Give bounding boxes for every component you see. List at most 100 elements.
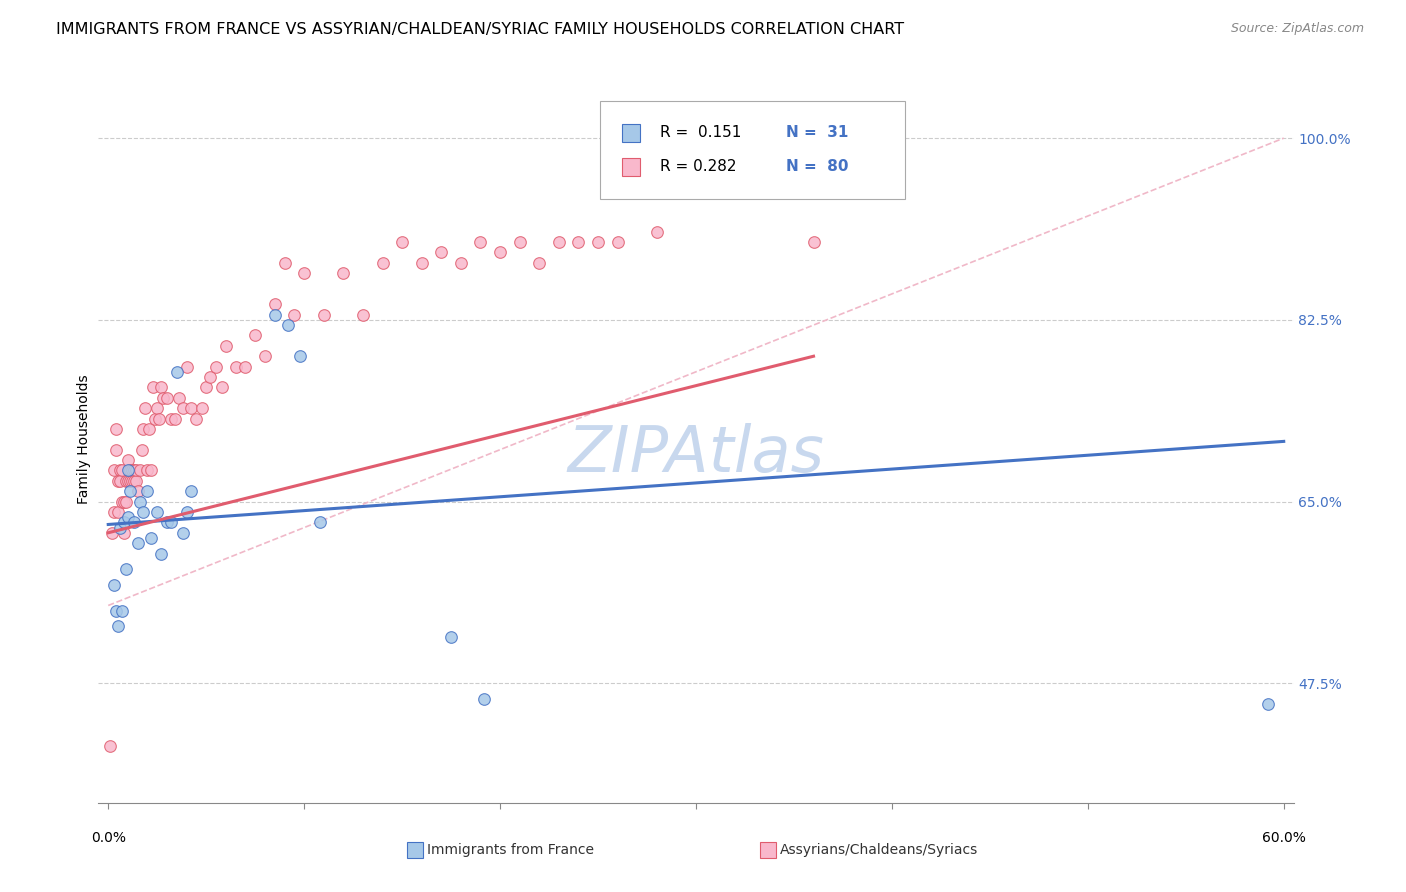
Point xyxy=(128,463,150,477)
Point xyxy=(156,391,179,405)
Point xyxy=(98,739,121,753)
Y-axis label: Family Households: Family Households xyxy=(77,375,91,504)
Point xyxy=(115,474,138,488)
Point xyxy=(117,453,139,467)
Point xyxy=(606,235,628,249)
Point xyxy=(176,359,198,374)
Point xyxy=(111,494,134,508)
Point xyxy=(105,604,128,618)
Point xyxy=(118,463,141,477)
Point xyxy=(117,463,139,477)
Point xyxy=(176,505,198,519)
Point xyxy=(124,463,146,477)
Point xyxy=(115,494,138,508)
Point xyxy=(146,401,169,416)
Point xyxy=(179,484,201,499)
Text: IMMIGRANTS FROM FRANCE VS ASSYRIAN/CHALDEAN/SYRIAC FAMILY HOUSEHOLDS CORRELATION: IMMIGRANTS FROM FRANCE VS ASSYRIAN/CHALD… xyxy=(56,22,904,37)
Point xyxy=(1257,697,1279,711)
Point xyxy=(103,505,125,519)
Point xyxy=(391,235,413,249)
Point xyxy=(142,380,165,394)
Text: N =  80: N = 80 xyxy=(786,159,848,174)
Point xyxy=(138,422,160,436)
Point xyxy=(107,474,129,488)
Point xyxy=(529,256,551,270)
Point xyxy=(645,225,668,239)
Point xyxy=(143,411,166,425)
Point xyxy=(803,235,825,249)
Point xyxy=(121,463,143,477)
Point xyxy=(117,474,139,488)
Point xyxy=(243,328,266,343)
Point xyxy=(156,516,179,530)
Point xyxy=(283,308,305,322)
Text: Assyrians/Chaldeans/Syriacs: Assyrians/Chaldeans/Syriacs xyxy=(779,843,979,857)
Point xyxy=(215,339,238,353)
Point xyxy=(118,484,141,499)
Point xyxy=(127,536,149,550)
Point xyxy=(121,474,143,488)
Point xyxy=(118,474,141,488)
Point xyxy=(127,484,149,499)
Point xyxy=(332,266,354,280)
Point xyxy=(225,359,247,374)
Point xyxy=(136,463,159,477)
Point xyxy=(198,370,221,384)
Text: Immigrants from France: Immigrants from France xyxy=(427,843,595,857)
Point xyxy=(122,474,145,488)
Point xyxy=(112,516,135,530)
Point xyxy=(131,442,153,457)
Point xyxy=(111,463,134,477)
Point xyxy=(371,256,394,270)
Text: Source: ZipAtlas.com: Source: ZipAtlas.com xyxy=(1230,22,1364,36)
Point xyxy=(509,235,531,249)
Point xyxy=(273,256,295,270)
Point xyxy=(411,256,433,270)
Point xyxy=(586,235,609,249)
Point xyxy=(290,349,312,363)
Point xyxy=(136,484,159,499)
Point xyxy=(105,442,128,457)
Point xyxy=(101,525,124,540)
Text: 60.0%: 60.0% xyxy=(1261,830,1306,845)
Point xyxy=(474,692,496,706)
Point xyxy=(128,494,150,508)
Point xyxy=(179,401,201,416)
Point xyxy=(308,516,330,530)
Point xyxy=(117,510,139,524)
Text: R =  0.151: R = 0.151 xyxy=(661,125,741,140)
Point xyxy=(172,525,194,540)
Point xyxy=(134,401,156,416)
Point xyxy=(132,505,155,519)
Point xyxy=(107,505,129,519)
Point xyxy=(108,463,131,477)
Point xyxy=(141,531,163,545)
Point xyxy=(277,318,299,332)
Point xyxy=(160,516,183,530)
Point xyxy=(112,525,135,540)
Point xyxy=(195,380,218,394)
Point xyxy=(160,411,183,425)
Point xyxy=(191,401,214,416)
Point xyxy=(148,411,170,425)
Point xyxy=(105,422,128,436)
Text: R = 0.282: R = 0.282 xyxy=(661,159,737,174)
Point xyxy=(489,245,512,260)
Point xyxy=(186,411,208,425)
Point xyxy=(124,474,146,488)
Point xyxy=(111,604,134,618)
FancyBboxPatch shape xyxy=(600,102,905,200)
Point xyxy=(150,380,173,394)
Point xyxy=(205,359,228,374)
Text: 0.0%: 0.0% xyxy=(91,830,125,845)
Point xyxy=(167,391,190,405)
Point xyxy=(108,520,131,534)
Point xyxy=(292,266,315,280)
Point xyxy=(430,245,453,260)
Point xyxy=(103,578,125,592)
Point xyxy=(122,463,145,477)
Point xyxy=(112,494,135,508)
Text: N =  31: N = 31 xyxy=(786,125,848,140)
Point xyxy=(263,308,285,322)
Point xyxy=(146,505,169,519)
